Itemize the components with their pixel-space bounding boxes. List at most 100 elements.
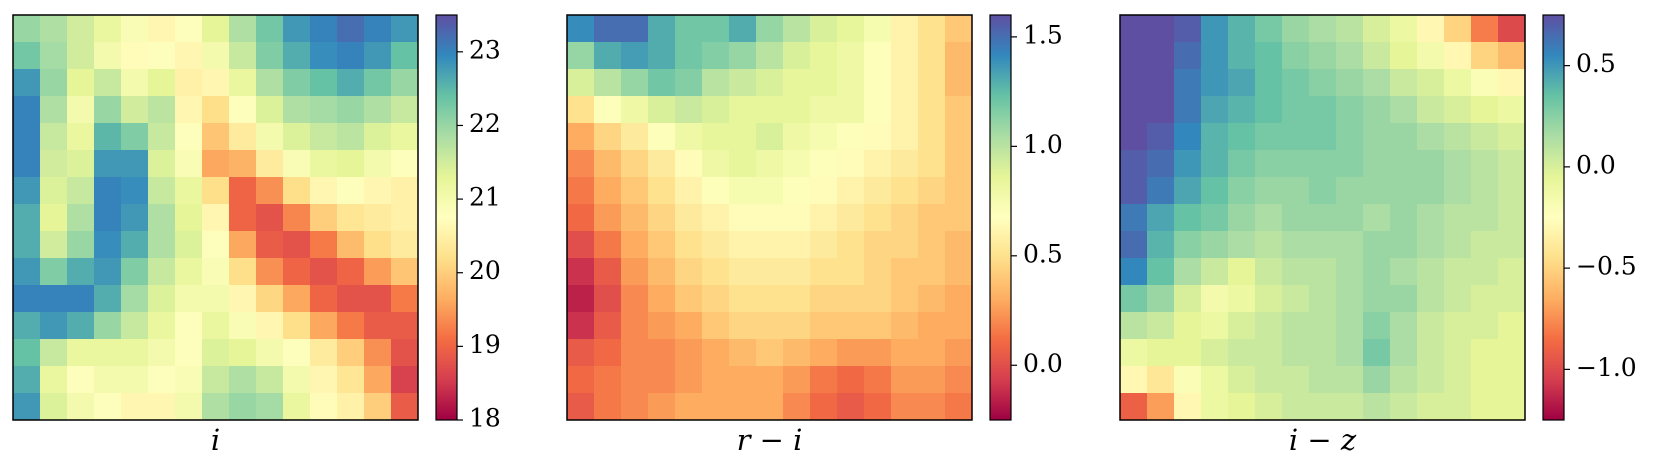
heatmap-cell — [1471, 285, 1499, 313]
heatmap-cell — [837, 231, 865, 259]
heatmap-cell — [175, 177, 203, 205]
heatmap-cell — [594, 177, 622, 205]
heatmap-cell — [40, 177, 68, 205]
heatmap-cell — [391, 231, 419, 259]
heatmap-cell — [594, 123, 622, 151]
heatmap-cell — [783, 42, 811, 70]
heatmap-cell — [1282, 96, 1310, 124]
heatmap-cell — [337, 285, 365, 313]
heatmap-cell — [1444, 258, 1472, 286]
heatmap-cell — [13, 258, 41, 286]
heatmap-cell — [94, 393, 122, 421]
heatmap-cell — [1174, 285, 1202, 313]
heatmap-cell — [1174, 231, 1202, 259]
heatmap-cell — [1282, 204, 1310, 232]
heatmap-cell — [1282, 42, 1310, 70]
heatmap-cell — [1120, 150, 1148, 178]
heatmap-cell — [175, 393, 203, 421]
heatmap-cell — [364, 123, 392, 151]
heatmap-cell — [364, 15, 392, 43]
heatmap-cell — [1363, 339, 1391, 367]
heatmap-cell — [40, 96, 68, 124]
heatmap-cell — [1147, 69, 1175, 97]
heatmap-cell — [1417, 150, 1445, 178]
heatmap-cell — [94, 231, 122, 259]
heatmap-cell — [675, 339, 703, 367]
heatmap-cell — [945, 258, 973, 286]
heatmap-cell — [391, 177, 419, 205]
heatmap-cell — [148, 393, 176, 421]
heatmap-cell — [202, 285, 230, 313]
heatmap-cell — [621, 339, 649, 367]
heatmap-cell — [1498, 258, 1526, 286]
heatmap-cell — [13, 96, 41, 124]
heatmap-cell — [891, 312, 919, 340]
heatmap-cell — [567, 258, 595, 286]
heatmap-cell — [918, 204, 946, 232]
heatmap-cell — [1255, 231, 1283, 259]
colorbar-tick-label: 0.0 — [1023, 349, 1063, 378]
heatmap-cell — [337, 96, 365, 124]
heatmap-cell — [310, 366, 338, 394]
heatmap-cell — [13, 42, 41, 70]
colorbar-tick-label: 0.5 — [1023, 239, 1063, 268]
heatmap-cell — [918, 96, 946, 124]
heatmap-cell — [783, 96, 811, 124]
heatmap-cell — [864, 69, 892, 97]
heatmap-cell — [13, 285, 41, 313]
heatmap-cell — [391, 42, 419, 70]
heatmap-cell — [1309, 123, 1337, 151]
heatmap-cell — [283, 258, 311, 286]
heatmap-cell — [310, 312, 338, 340]
heatmap-cell — [702, 123, 730, 151]
heatmap-cell — [256, 366, 284, 394]
heatmap-cell — [891, 15, 919, 43]
heatmap-cell — [1120, 285, 1148, 313]
heatmap-cell — [229, 96, 257, 124]
heatmap-cell — [310, 258, 338, 286]
heatmap-cell — [121, 69, 149, 97]
heatmap-cell — [13, 204, 41, 232]
heatmap-cell — [67, 15, 95, 43]
heatmap-cell — [756, 285, 784, 313]
heatmap-cell — [1390, 42, 1418, 70]
heatmap-cell — [283, 15, 311, 43]
heatmap-cell — [702, 42, 730, 70]
heatmap-cell — [256, 339, 284, 367]
heatmap-cell — [337, 150, 365, 178]
heatmap-cell — [283, 123, 311, 151]
heatmap-cell — [1417, 42, 1445, 70]
heatmap-cell — [1147, 96, 1175, 124]
heatmap-cell — [594, 258, 622, 286]
heatmap-cell — [783, 150, 811, 178]
heatmap-cell — [1309, 258, 1337, 286]
heatmap-cell — [702, 231, 730, 259]
heatmap-cell — [945, 15, 973, 43]
heatmap-cell — [675, 231, 703, 259]
heatmap-cell — [1336, 312, 1364, 340]
heatmap-cell — [864, 150, 892, 178]
heatmap-cell — [283, 150, 311, 178]
heatmap-cell — [1282, 339, 1310, 367]
heatmap-cell — [648, 123, 676, 151]
heatmap-cell — [810, 15, 838, 43]
heatmap-cell — [229, 15, 257, 43]
heatmap-cell — [918, 231, 946, 259]
heatmap-cell — [391, 204, 419, 232]
heatmap-cell — [783, 312, 811, 340]
heatmap-cell — [1120, 231, 1148, 259]
heatmap-cell — [1174, 312, 1202, 340]
heatmap-cell — [13, 339, 41, 367]
heatmap-cell — [94, 258, 122, 286]
heatmap-cell — [121, 393, 149, 421]
heatmap-cell — [229, 258, 257, 286]
heatmap-cell — [567, 393, 595, 421]
heatmap-cell — [1120, 393, 1148, 421]
heatmap-cell — [40, 366, 68, 394]
colorbar-tick-label: 21 — [469, 183, 501, 212]
heatmap-cell — [1390, 69, 1418, 97]
heatmap-cell — [1147, 42, 1175, 70]
heatmap-cell — [67, 123, 95, 151]
heatmap-cell — [1498, 15, 1526, 43]
heatmap-cell — [837, 258, 865, 286]
